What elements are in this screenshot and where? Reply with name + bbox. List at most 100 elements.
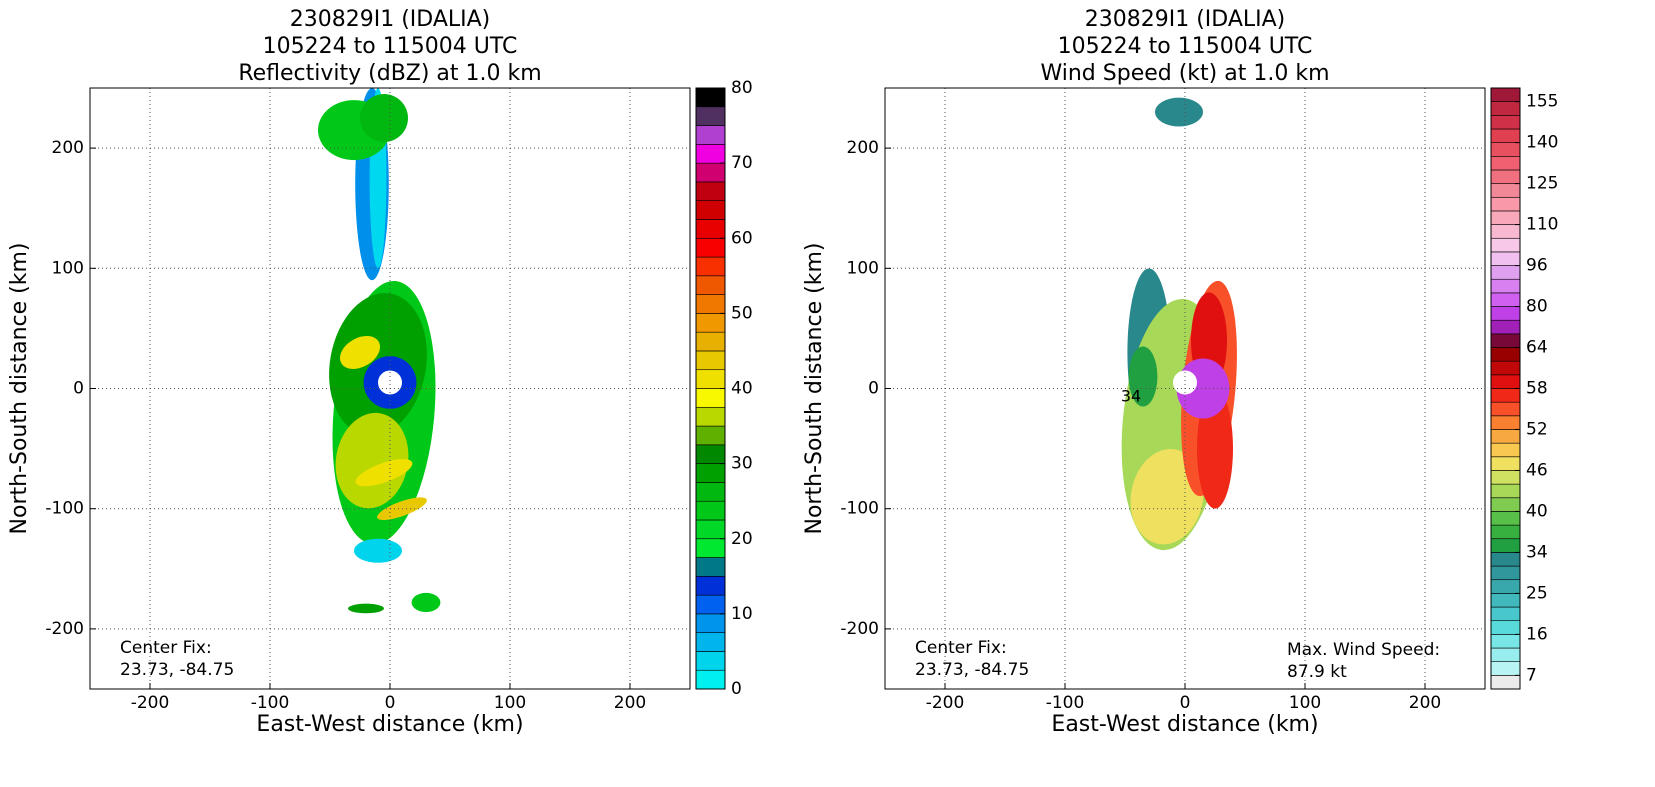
- radar-echo: [360, 94, 408, 143]
- colorbar-swatch: [695, 87, 726, 108]
- colorbar-tick-label: 40: [1526, 501, 1548, 521]
- colorbar-swatch: [1490, 388, 1521, 403]
- x-tick-label: -200: [131, 693, 170, 713]
- chart-title: Wind Speed (kt) at 1.0 km: [1040, 61, 1329, 86]
- colorbar-swatch: [1490, 319, 1521, 335]
- colorbar-swatch: [695, 651, 726, 671]
- colorbar-tick-label: 16: [1526, 624, 1548, 644]
- colorbar-swatch: [1490, 538, 1521, 553]
- chart-title: Reflectivity (dBZ) at 1.0 km: [238, 61, 541, 86]
- colorbar-swatch: [695, 275, 726, 295]
- colorbar-swatch: [1490, 251, 1521, 266]
- x-axis-label: East-West distance (km): [1051, 712, 1318, 737]
- colorbar-tick-label: 25: [1526, 583, 1548, 603]
- colorbar-swatch: [1490, 265, 1521, 280]
- colorbar-swatch: [1490, 511, 1521, 526]
- colorbar-swatch: [1490, 237, 1521, 253]
- colorbar-swatch: [1490, 552, 1521, 567]
- colorbar-swatch: [1490, 647, 1521, 662]
- colorbar-swatch: [1490, 634, 1521, 649]
- colorbar-swatch: [1490, 306, 1521, 321]
- colorbar-swatch: [1490, 442, 1521, 458]
- colorbar-tick-label: 20: [731, 529, 753, 549]
- colorbar-tick-label: 140: [1526, 133, 1558, 153]
- x-tick-label: 200: [1409, 693, 1441, 713]
- y-axis-label: North-South distance (km): [802, 243, 827, 535]
- colorbar-swatch: [1490, 196, 1521, 212]
- y-tick-label: 100: [847, 258, 879, 278]
- colorbar-swatch: [1490, 579, 1521, 594]
- chart-title: 105224 to 115004 UTC: [1058, 34, 1313, 59]
- colorbar-swatch: [1490, 128, 1521, 143]
- colorbar-swatch: [695, 613, 726, 633]
- x-tick-label: -100: [1046, 693, 1085, 713]
- y-tick-label: -200: [840, 619, 879, 639]
- colorbar-swatch: [1490, 606, 1521, 622]
- plot-area: [318, 88, 441, 614]
- colorbar-tick-label: 110: [1526, 215, 1558, 235]
- x-axis-label: East-West distance (km): [256, 712, 523, 737]
- y-tick-label: 0: [73, 379, 84, 399]
- y-tick-label: 200: [52, 138, 84, 158]
- colorbar-swatch: [1490, 292, 1521, 307]
- colorbar-swatch: [695, 144, 726, 164]
- colorbar-swatch: [1490, 593, 1521, 608]
- colorbar-swatch: [695, 388, 726, 408]
- colorbar-swatch: [1490, 224, 1521, 239]
- y-tick-label: 0: [868, 379, 879, 399]
- x-tick-label: 0: [1180, 693, 1191, 713]
- center-fix-value: 23.73, -84.75: [120, 660, 234, 680]
- colorbar-swatch: [695, 425, 726, 446]
- colorbar-swatch: [1490, 347, 1521, 362]
- colorbar-swatch: [695, 482, 726, 502]
- colorbar-tick-label: 80: [1526, 297, 1548, 317]
- colorbar-tick-label: 70: [731, 153, 753, 173]
- colorbar-swatch: [1490, 360, 1521, 376]
- colorbar-swatch: [1490, 87, 1521, 102]
- colorbar-swatch: [1490, 333, 1521, 348]
- colorbar-swatch: [695, 106, 726, 126]
- colorbar-swatch: [695, 519, 726, 540]
- radar-echo: [339, 335, 381, 369]
- y-tick-label: 100: [52, 258, 84, 278]
- colorbar-swatch: [1490, 620, 1521, 635]
- radar-echo: [1197, 388, 1233, 509]
- colorbar-swatch: [1490, 470, 1521, 485]
- colorbar-swatch: [1490, 456, 1521, 471]
- colorbar-swatch: [695, 200, 726, 220]
- radar-echo: [1155, 97, 1203, 127]
- plot-area: 34: [1121, 97, 1237, 551]
- colorbar-tick-label: 50: [731, 303, 753, 323]
- y-tick-label: -100: [840, 499, 879, 519]
- radar-echo: [348, 603, 384, 614]
- colorbar-swatch: [1490, 401, 1521, 417]
- y-axis-label: North-South distance (km): [7, 243, 32, 535]
- colorbar-swatch: [1490, 155, 1521, 171]
- colorbar-tick-label: 58: [1526, 379, 1548, 399]
- colorbar-swatch: [695, 538, 726, 558]
- colorbar-tick-label: 10: [731, 604, 753, 624]
- center-fix-label: Center Fix:: [120, 638, 212, 658]
- colorbar-swatch: [695, 576, 726, 596]
- colorbar-swatch: [695, 369, 726, 389]
- max-wind-value: 87.9 kt: [1287, 662, 1347, 682]
- colorbar-swatch: [695, 500, 726, 521]
- colorbar-swatch: [1490, 429, 1521, 444]
- radar-echo: [1128, 346, 1158, 407]
- colorbar-swatch: [695, 594, 726, 615]
- colorbar-tick-label: 125: [1526, 174, 1558, 194]
- plot-frame: [884, 87, 1486, 690]
- chart-title: 230829I1 (IDALIA): [290, 7, 491, 32]
- colorbar-tick-label: 34: [1526, 542, 1548, 562]
- radar-echo: [378, 370, 402, 395]
- center-fix-label: Center Fix:: [915, 638, 1007, 658]
- colorbar-swatch: [1490, 169, 1521, 184]
- x-tick-label: -100: [251, 693, 290, 713]
- center-fix-value: 23.73, -84.75: [915, 660, 1029, 680]
- colorbar-swatch: [695, 444, 726, 464]
- colorbar-swatch: [695, 256, 726, 277]
- colorbar-swatch: [695, 331, 726, 352]
- y-tick-label: 200: [847, 138, 879, 158]
